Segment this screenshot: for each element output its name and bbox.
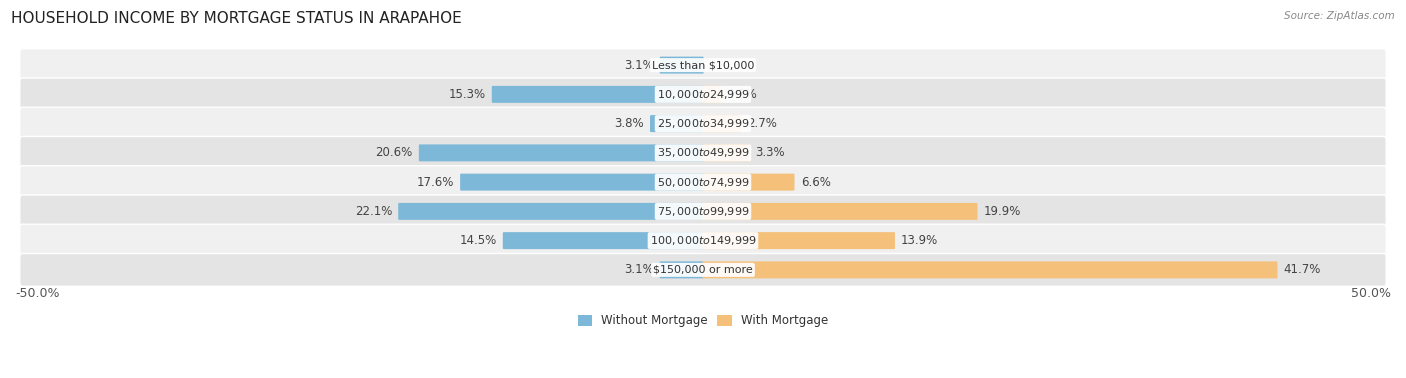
Text: 17.6%: 17.6%: [416, 176, 454, 189]
Text: $35,000 to $49,999: $35,000 to $49,999: [657, 146, 749, 160]
Text: 15.3%: 15.3%: [449, 88, 485, 101]
Text: 50.0%: 50.0%: [1351, 287, 1391, 300]
Text: $150,000 or more: $150,000 or more: [654, 265, 752, 275]
FancyBboxPatch shape: [20, 49, 1386, 82]
Text: Less than $10,000: Less than $10,000: [652, 60, 754, 70]
FancyBboxPatch shape: [20, 78, 1386, 111]
FancyBboxPatch shape: [703, 115, 741, 132]
Text: 3.1%: 3.1%: [624, 263, 654, 276]
FancyBboxPatch shape: [650, 115, 703, 132]
FancyBboxPatch shape: [398, 203, 703, 220]
FancyBboxPatch shape: [703, 232, 896, 249]
FancyBboxPatch shape: [20, 195, 1386, 228]
Text: 20.6%: 20.6%: [375, 146, 413, 160]
Text: 22.1%: 22.1%: [354, 205, 392, 218]
Text: Source: ZipAtlas.com: Source: ZipAtlas.com: [1284, 11, 1395, 21]
FancyBboxPatch shape: [703, 86, 721, 103]
FancyBboxPatch shape: [20, 254, 1386, 286]
FancyBboxPatch shape: [20, 224, 1386, 257]
FancyBboxPatch shape: [460, 174, 703, 191]
FancyBboxPatch shape: [419, 144, 703, 161]
Text: $75,000 to $99,999: $75,000 to $99,999: [657, 205, 749, 218]
FancyBboxPatch shape: [703, 203, 977, 220]
Text: 6.6%: 6.6%: [800, 176, 831, 189]
Text: 2.7%: 2.7%: [747, 117, 778, 130]
Text: 3.8%: 3.8%: [614, 117, 644, 130]
Legend: Without Mortgage, With Mortgage: Without Mortgage, With Mortgage: [574, 310, 832, 332]
FancyBboxPatch shape: [659, 262, 703, 278]
Text: 41.7%: 41.7%: [1284, 263, 1322, 276]
Text: $25,000 to $34,999: $25,000 to $34,999: [657, 117, 749, 130]
FancyBboxPatch shape: [20, 107, 1386, 140]
Text: -50.0%: -50.0%: [15, 287, 59, 300]
FancyBboxPatch shape: [703, 174, 794, 191]
Text: 3.3%: 3.3%: [755, 146, 785, 160]
FancyBboxPatch shape: [20, 166, 1386, 198]
Text: 19.9%: 19.9%: [984, 205, 1021, 218]
Text: 14.5%: 14.5%: [460, 234, 496, 247]
FancyBboxPatch shape: [492, 86, 703, 103]
Text: 3.1%: 3.1%: [624, 59, 654, 71]
Text: 13.9%: 13.9%: [901, 234, 938, 247]
Text: $50,000 to $74,999: $50,000 to $74,999: [657, 176, 749, 189]
Text: $100,000 to $149,999: $100,000 to $149,999: [650, 234, 756, 247]
FancyBboxPatch shape: [659, 57, 703, 74]
FancyBboxPatch shape: [703, 144, 749, 161]
FancyBboxPatch shape: [703, 262, 1278, 278]
FancyBboxPatch shape: [503, 232, 703, 249]
FancyBboxPatch shape: [20, 136, 1386, 169]
Text: HOUSEHOLD INCOME BY MORTGAGE STATUS IN ARAPAHOE: HOUSEHOLD INCOME BY MORTGAGE STATUS IN A…: [11, 11, 463, 26]
Text: $10,000 to $24,999: $10,000 to $24,999: [657, 88, 749, 101]
Text: 1.3%: 1.3%: [728, 88, 758, 101]
